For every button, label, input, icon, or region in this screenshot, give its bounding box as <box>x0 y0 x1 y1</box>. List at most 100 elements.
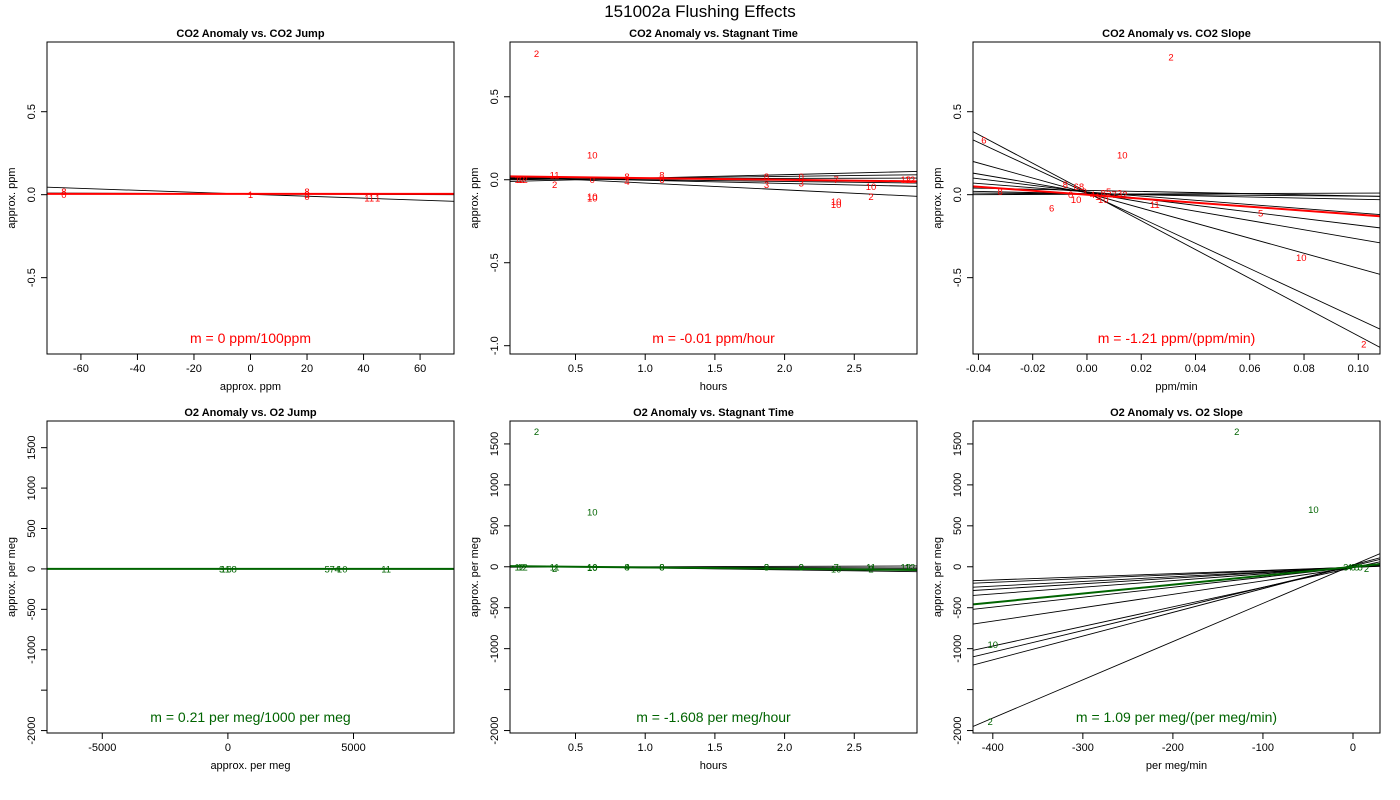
y-axis-label: approx. per meg <box>469 537 481 617</box>
data-point: 10 <box>587 150 598 161</box>
data-point: 1 <box>375 194 380 205</box>
y-tick-label: 1500 <box>952 432 964 456</box>
fit-lines <box>510 565 917 573</box>
y-tick-label: -2000 <box>489 716 501 744</box>
x-tick-label: 0 <box>225 742 231 754</box>
data-point: 2 <box>1361 340 1366 351</box>
y-axis-label: approx. per meg <box>6 537 18 617</box>
x-tick-label: 0.04 <box>1185 363 1206 375</box>
fit-line <box>973 190 1380 201</box>
data-point: 10 <box>587 507 598 518</box>
y-tick-label: 0.0 <box>26 187 38 202</box>
y-tick-label: 500 <box>26 519 38 537</box>
data-point: 8 <box>1101 189 1106 200</box>
data-point: 12 <box>514 175 525 186</box>
x-tick-label: 0.5 <box>568 742 583 754</box>
panel-title: CO2 Anomaly vs. CO2 Jump <box>176 28 324 40</box>
x-tick-label: 0.10 <box>1348 363 1369 375</box>
data-point: 4 <box>335 564 340 575</box>
fit-line <box>510 170 917 182</box>
x-tick-label: 1.0 <box>638 742 653 754</box>
y-tick-label: 1000 <box>26 476 38 500</box>
fit-line <box>973 561 1380 651</box>
x-tick-label: 60 <box>414 363 426 375</box>
data-point: 6 <box>659 175 664 186</box>
data-point: 2 <box>534 427 539 438</box>
y-tick-label: -500 <box>489 597 501 619</box>
x-tick-label: 0 <box>247 363 253 375</box>
y-tick-label: -2000 <box>26 717 38 745</box>
x-axis: -60 -40 -20 0 20 40 60 approx. ppm <box>73 353 426 393</box>
data-point: 3 <box>1117 189 1122 200</box>
fit-line <box>973 563 1380 610</box>
x-tick-label: -0.04 <box>966 363 991 375</box>
data-point: 1 <box>1095 192 1100 203</box>
data-point: 6 <box>1350 562 1355 573</box>
data-point: 8 <box>659 563 664 574</box>
y-tick-label: 0.0 <box>952 187 964 202</box>
data-point: 0 <box>590 175 595 186</box>
data-point: 12 <box>905 562 916 573</box>
data-point: 3 <box>764 563 769 574</box>
x-axis: 0.5 1.0 1.5 2.0 2.5 hours <box>568 732 862 772</box>
data-point: 10 <box>1098 195 1109 206</box>
x-tick-label: 2.5 <box>847 363 862 375</box>
data-point: 10 <box>831 200 842 211</box>
y-tick-label: 1000 <box>489 473 501 497</box>
y-tick-label: 0 <box>489 564 501 570</box>
y-tick-label: 1000 <box>952 473 964 497</box>
data-point: 8 <box>659 170 664 181</box>
data-point: 2 <box>987 717 992 728</box>
data-point: 6 <box>981 135 986 146</box>
data-point: 2 <box>552 180 557 191</box>
fit-line <box>973 563 1380 625</box>
x-tick-label: -20 <box>186 363 202 375</box>
x-tick-label: -40 <box>129 363 145 375</box>
y-axis-label: approx. ppm <box>469 167 481 228</box>
x-tick-label: 5000 <box>341 742 365 754</box>
data-point: 2 <box>1122 190 1127 201</box>
x-tick-label: 0.02 <box>1131 363 1152 375</box>
data-point: 10 <box>1296 253 1307 264</box>
panel-title: O2 Anomaly vs. Stagnant Time <box>633 407 794 419</box>
data-point: 0 <box>799 562 804 573</box>
data-points: 80 1 830 11 1 <box>61 187 380 205</box>
y-tick-label: 1500 <box>26 435 38 459</box>
fit-line <box>510 565 917 572</box>
data-point: 4 <box>1090 190 1095 201</box>
data-point: 0 <box>304 192 309 203</box>
y-axis-label: approx. per meg <box>932 537 944 617</box>
x-tick-label: -60 <box>73 363 89 375</box>
y-tick-label: 0.5 <box>26 104 38 119</box>
slope-annotation: m = 0.21 per meg/1000 per meg <box>150 709 350 725</box>
data-point: 4 <box>1347 562 1352 573</box>
y-tick-label: -0.5 <box>26 268 38 287</box>
y-axis: -2000 -1000 -500 0 500 1000 1500 approx. per me… <box>932 432 974 745</box>
data-point: 11 <box>381 564 391 575</box>
data-point: 11 <box>364 194 374 205</box>
y-tick-label: -1000 <box>489 635 501 663</box>
y-tick-label: 0.5 <box>952 104 964 119</box>
slope-annotation: m = -1.608 per meg/hour <box>636 709 791 725</box>
y-tick-label: -0.5 <box>952 268 964 287</box>
data-point: 7 <box>834 175 839 186</box>
data-point: 0 <box>61 190 66 201</box>
fit-line <box>973 192 1380 197</box>
fit-line <box>973 558 1380 658</box>
data-point: 6 <box>1049 203 1054 214</box>
x-axis: -0.04 -0.02 0.00 0.02 0.04 0.06 0.08 0.10 ppm/mi… <box>966 353 1369 393</box>
data-point: 7 <box>1111 190 1116 201</box>
data-point: 6 <box>1073 182 1078 193</box>
data-point: 2 <box>1234 427 1239 438</box>
y-tick-label: -1000 <box>952 635 964 663</box>
data-point: 3 <box>764 180 769 191</box>
x-tick-label: -100 <box>1252 742 1274 754</box>
y-tick-label: 0 <box>26 566 38 572</box>
fit-line <box>973 563 1380 606</box>
y-tick-label: 0.5 <box>489 89 501 104</box>
